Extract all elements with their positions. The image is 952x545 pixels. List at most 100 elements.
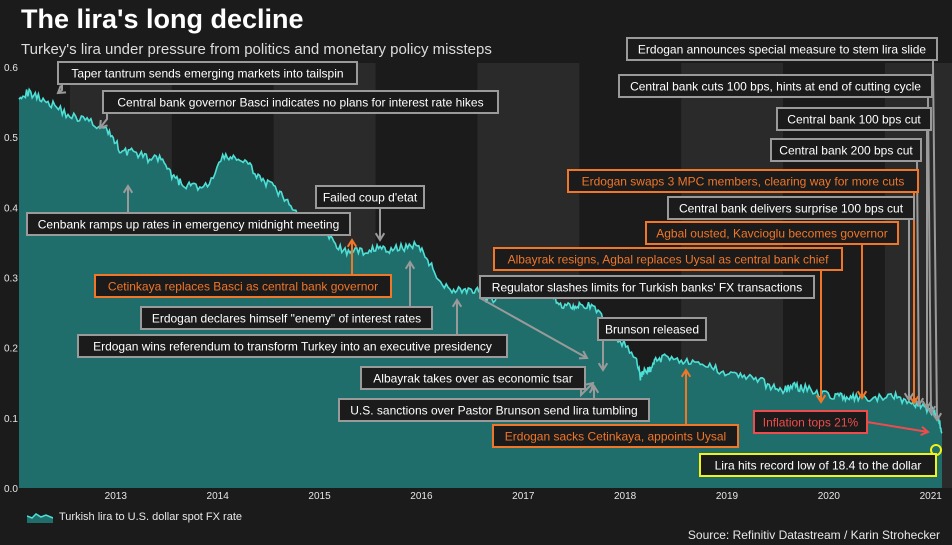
annotation-arrowhead [931, 412, 943, 422]
annotation-box [77, 334, 508, 358]
annotation-label: Erdogan declares himself "enemy" of inte… [152, 312, 421, 326]
annotation-7: Erdogan wins referendum to transform Tur… [77, 298, 508, 358]
annotation-arrowhead [680, 368, 692, 378]
annotation-arrowhead [921, 400, 933, 410]
annotation-box [667, 196, 915, 220]
annotation-1: Taper tantrum sends emerging markets int… [56, 61, 358, 95]
annotation-label: Erdogan announces special measure to ste… [638, 43, 926, 57]
annotation-18: Central bank delivers surprise 100 bps c… [667, 196, 915, 402]
annotation-arrowhead [374, 232, 386, 242]
annotation-box [493, 247, 843, 271]
annotation-9: Brunson released [597, 317, 707, 372]
annotation-label: Central bank 200 bps cut [779, 144, 913, 158]
lira-area [19, 89, 942, 489]
annotation-label: Regulator slashes limits for Turkish ban… [492, 281, 802, 295]
annotation-16: Central bank 200 bps cut [770, 138, 925, 407]
annotation-label: Central bank delivers surprise 100 bps c… [679, 202, 904, 216]
chart-title: The lira's long decline [21, 4, 304, 34]
x-tick-label: 2015 [308, 491, 331, 502]
annotation-arrowhead [925, 405, 937, 415]
annotation-3: Cenbank ramps up rates in emergency midn… [26, 184, 351, 236]
annotation-box [315, 185, 425, 209]
annotation-13: Erdogan announces special measure to ste… [626, 37, 943, 422]
x-tick-label: 2020 [818, 491, 841, 502]
annotation-12: Erdogan sacks Cetinkaya, appoints Uysal [492, 368, 739, 448]
annotation-leader [932, 60, 938, 421]
annotation-label: Failed coup d'etat [323, 191, 418, 205]
annotation-leader [479, 297, 588, 359]
annotation-box [567, 169, 919, 193]
annotation-box [753, 410, 868, 434]
annotation-label: U.S. sanctions over Pastor Brunson send … [350, 404, 637, 418]
annotation-leader [916, 160, 920, 406]
annotation-arrowhead [56, 85, 67, 95]
x-tick-label: 2016 [410, 491, 433, 502]
y-axis-ticks: 0.0 0.1 0.2 0.3 0.4 0.5 0.6 [4, 63, 18, 495]
y-tick-label: 0.3 [4, 274, 18, 285]
annotation-label: Cetinkaya replaces Basci as central bank… [108, 280, 378, 294]
y-tick-label: 0.5 [4, 133, 18, 144]
x-tick-label: 2018 [614, 491, 637, 502]
y-tick-label: 0.6 [4, 63, 18, 74]
x-axis-ticks: 2013 2014 2015 2016 2017 2018 2019 2020 2021 [105, 491, 943, 502]
annotation-arrowhead [588, 384, 600, 394]
annotation-label: Inflation tops 21% [763, 416, 859, 430]
annotation-box [626, 37, 938, 61]
legend-swatch [27, 513, 53, 523]
annotation-leader [580, 382, 594, 398]
annotation-label: Cenbank ramps up rates in emergency midn… [38, 218, 340, 232]
annotation-box [94, 274, 392, 298]
x-tick-label: 2014 [207, 491, 230, 502]
annotation-label: Central bank cuts 100 bps, hints at end … [630, 80, 921, 94]
annotation-box [776, 107, 932, 131]
y-tick-label: 0.0 [4, 484, 18, 495]
annotation-box [699, 453, 937, 477]
annotation-14: Central bank cuts 100 bps, hints at end … [618, 74, 937, 415]
annotation-label: Central bank governor Basci indicates no… [117, 96, 483, 110]
annotation-2: Central bank governor Basci indicates no… [98, 90, 499, 130]
annotation-arrowhead [903, 392, 915, 402]
annotation-label: Erdogan sacks Cetinkaya, appoints Uysal [505, 430, 726, 444]
y-tick-label: 0.4 [4, 203, 18, 214]
annotation-arrowhead [451, 298, 463, 308]
annotation-label: Albayrak takes over as economic tsar [373, 372, 572, 386]
annotation-label: Erdogan swaps 3 MPC members, clearing wa… [582, 175, 905, 189]
source-credit: Source: Refinitiv Datastream / Karin Str… [687, 528, 940, 542]
annotation-box [140, 306, 433, 330]
annotation-box [360, 366, 586, 390]
annotation-box [597, 317, 707, 341]
annotation-box [57, 61, 358, 85]
annotation-label: Albayrak resigns, Agbal replaces Uysal a… [508, 253, 829, 267]
annotation-5: Failed coup d'etat [315, 185, 425, 242]
annotation-8: Regulator slashes limits for Turkish ban… [479, 275, 815, 360]
chart-subtitle: Turkey's lira under pressure from politi… [21, 41, 492, 58]
annotation-box [338, 398, 650, 422]
annotation-arrowhead [920, 425, 930, 437]
annotation-arrowhead [122, 184, 134, 194]
annotation-arrowhead [346, 238, 358, 248]
annotation-box [770, 138, 922, 162]
annotation-leader [99, 113, 108, 129]
annotation-label: Taper tantrum sends emerging markets int… [71, 67, 343, 81]
annotation-box [102, 90, 499, 114]
legend: Turkish lira to U.S. dollar spot FX rate [27, 511, 242, 523]
x-tick-label: 2013 [105, 491, 128, 502]
x-tick-label: 2019 [716, 491, 739, 502]
annotation-4: Cetinkaya replaces Basci as central bank… [94, 238, 392, 298]
annotation-21: Inflation tops 21% [753, 410, 930, 437]
annotation-arrowhead [815, 394, 827, 404]
annotation-box [645, 221, 899, 245]
annotation-box [618, 74, 933, 98]
annotation-label: Lira hits record low of 18.4 to the doll… [715, 459, 922, 473]
annotation-17: Erdogan swaps 3 MPC members, clearing wa… [567, 169, 920, 405]
annotation-arrowhead [404, 260, 416, 270]
annotation-15: Central bank 100 bps cut [776, 107, 933, 410]
y-tick-label: 0.1 [4, 414, 18, 425]
x-tick-label: 2021 [920, 491, 943, 502]
y-tick-label: 0.2 [4, 344, 18, 355]
annotation-20: Albayrak resigns, Agbal replaces Uysal a… [493, 247, 843, 404]
annotation-label: Central bank 100 bps cut [787, 113, 921, 127]
annotation-label: Agbal ousted, Kavcioglu becomes governor [656, 227, 887, 241]
annotation-leader [866, 421, 929, 433]
